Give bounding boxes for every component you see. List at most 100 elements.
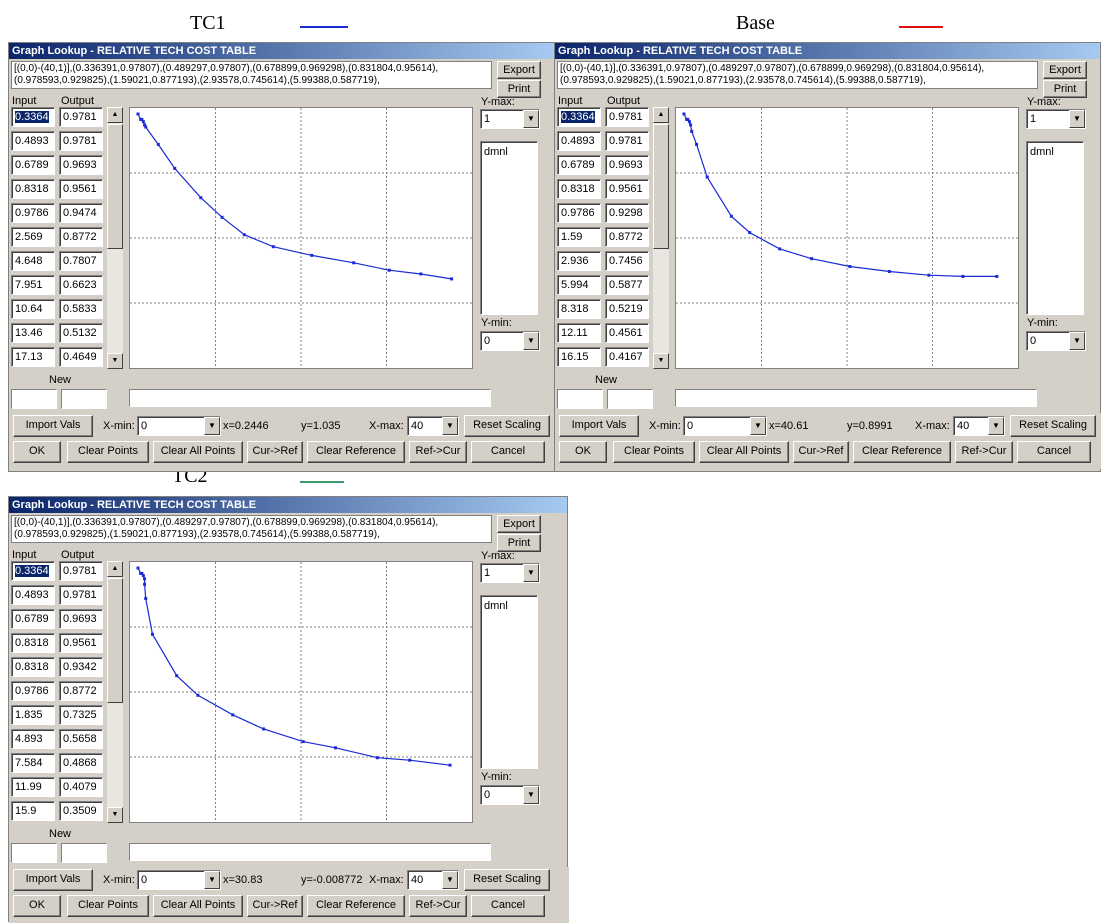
data-point[interactable]	[687, 120, 691, 124]
scroll-thumb[interactable]	[107, 124, 123, 249]
export-button[interactable]: Export	[1043, 61, 1087, 79]
import-vals-button[interactable]: Import Vals	[13, 415, 93, 437]
print-button[interactable]: Print	[497, 534, 541, 552]
data-point[interactable]	[143, 582, 147, 586]
new-input-field[interactable]	[11, 389, 57, 409]
output-cell[interactable]: 0.5219	[605, 299, 649, 319]
data-point[interactable]	[175, 674, 179, 678]
table-scrollbar[interactable]: ▲ ▼	[107, 107, 123, 369]
input-cell[interactable]: 1.59	[557, 227, 601, 247]
comment-field[interactable]	[129, 389, 491, 407]
ymin-select[interactable]: 0 ▼	[480, 785, 540, 805]
chevron-down-icon[interactable]: ▼	[523, 564, 539, 582]
lookup-plot[interactable]	[130, 108, 472, 368]
ref-cur-button[interactable]: Ref->Cur	[409, 441, 467, 463]
input-cell[interactable]: 0.8318	[11, 633, 55, 653]
lookup-plot[interactable]	[676, 108, 1018, 368]
ref-cur-button[interactable]: Ref->Cur	[409, 895, 467, 917]
output-cell[interactable]: 0.8772	[59, 227, 103, 247]
cancel-button[interactable]: Cancel	[471, 895, 545, 917]
input-cell[interactable]: 0.3364	[557, 107, 601, 127]
data-point[interactable]	[450, 277, 454, 281]
ymax-select[interactable]: 1 ▼	[480, 109, 540, 129]
data-point[interactable]	[352, 261, 356, 265]
data-point[interactable]	[927, 273, 931, 277]
ok-button[interactable]: OK	[13, 441, 61, 463]
data-point[interactable]	[220, 215, 224, 219]
data-point[interactable]	[199, 196, 203, 200]
input-cell[interactable]: 4.893	[11, 729, 55, 749]
input-cell[interactable]: 1.835	[11, 705, 55, 725]
xmin-select[interactable]: 0 ▼	[683, 416, 767, 436]
ymin-select[interactable]: 0 ▼	[1026, 331, 1086, 351]
scroll-up-icon[interactable]: ▲	[653, 107, 669, 123]
data-point[interactable]	[695, 142, 699, 146]
input-cell[interactable]: 7.951	[11, 275, 55, 295]
import-vals-button[interactable]: Import Vals	[13, 869, 93, 891]
xmax-select[interactable]: 40 ▼	[407, 870, 459, 890]
data-point[interactable]	[144, 125, 148, 129]
output-cell[interactable]: 0.7807	[59, 251, 103, 271]
output-cell[interactable]: 0.5132	[59, 323, 103, 343]
data-point[interactable]	[419, 272, 423, 276]
data-point[interactable]	[387, 268, 391, 272]
input-cell[interactable]: 15.9	[11, 801, 55, 821]
new-input-field[interactable]	[11, 843, 57, 863]
output-cell[interactable]: 0.9781	[605, 131, 649, 151]
input-cell[interactable]: 8.318	[557, 299, 601, 319]
data-point[interactable]	[271, 245, 275, 249]
output-cell[interactable]: 0.9561	[59, 179, 103, 199]
input-cell[interactable]: 0.9786	[557, 203, 601, 223]
xmin-select[interactable]: 0 ▼	[137, 416, 221, 436]
output-cell[interactable]: 0.9781	[59, 585, 103, 605]
import-vals-button[interactable]: Import Vals	[559, 415, 639, 437]
output-cell[interactable]: 0.5877	[605, 275, 649, 295]
output-cell[interactable]: 0.4868	[59, 753, 103, 773]
output-cell[interactable]: 0.4649	[59, 347, 103, 367]
output-cell[interactable]: 0.9561	[605, 179, 649, 199]
data-point[interactable]	[810, 257, 814, 261]
print-button[interactable]: Print	[1043, 80, 1087, 98]
input-cell[interactable]: 0.8318	[557, 179, 601, 199]
input-cell[interactable]: 0.8318	[11, 657, 55, 677]
chevron-down-icon[interactable]: ▼	[523, 786, 539, 804]
output-cell[interactable]: 0.9781	[605, 107, 649, 127]
units-box[interactable]: dmnl	[480, 595, 538, 769]
input-cell[interactable]: 0.4893	[11, 585, 55, 605]
output-cell[interactable]: 0.6623	[59, 275, 103, 295]
data-point[interactable]	[196, 693, 200, 697]
data-point[interactable]	[995, 274, 999, 278]
data-point[interactable]	[140, 571, 144, 575]
clear-all-points-button[interactable]: Clear All Points	[153, 441, 243, 463]
export-button[interactable]: Export	[497, 61, 541, 79]
clear-all-points-button[interactable]: Clear All Points	[153, 895, 243, 917]
xmax-select[interactable]: 40 ▼	[407, 416, 459, 436]
equation-field[interactable]: [(0,0)-(40,1)],(0.336391,0.97807),(0.489…	[11, 515, 492, 543]
output-cell[interactable]: 0.8772	[605, 227, 649, 247]
output-cell[interactable]: 0.9693	[59, 609, 103, 629]
input-cell[interactable]: 0.6789	[11, 609, 55, 629]
data-point[interactable]	[887, 269, 891, 273]
output-cell[interactable]: 0.9298	[605, 203, 649, 223]
data-point[interactable]	[140, 117, 144, 121]
data-point[interactable]	[173, 166, 177, 170]
graph-area[interactable]	[129, 107, 473, 369]
clear-points-button[interactable]: Clear Points	[67, 441, 149, 463]
equation-field[interactable]: [(0,0)-(40,1)],(0.336391,0.97807),(0.489…	[11, 61, 492, 89]
output-cell[interactable]: 0.4079	[59, 777, 103, 797]
cancel-button[interactable]: Cancel	[1017, 441, 1091, 463]
new-output-field[interactable]	[61, 389, 107, 409]
data-point[interactable]	[301, 740, 305, 744]
input-cell[interactable]: 0.4893	[11, 131, 55, 151]
input-cell[interactable]: 11.99	[11, 777, 55, 797]
graph-area[interactable]	[129, 561, 473, 823]
output-cell[interactable]: 0.3509	[59, 801, 103, 821]
cur-ref-button[interactable]: Cur->Ref	[247, 441, 303, 463]
data-point[interactable]	[143, 123, 147, 127]
chevron-down-icon[interactable]: ▼	[523, 110, 539, 128]
output-cell[interactable]: 0.9781	[59, 131, 103, 151]
chevron-down-icon[interactable]: ▼	[988, 417, 1004, 435]
data-point[interactable]	[961, 274, 965, 278]
ref-cur-button[interactable]: Ref->Cur	[955, 441, 1013, 463]
data-point[interactable]	[231, 713, 235, 717]
